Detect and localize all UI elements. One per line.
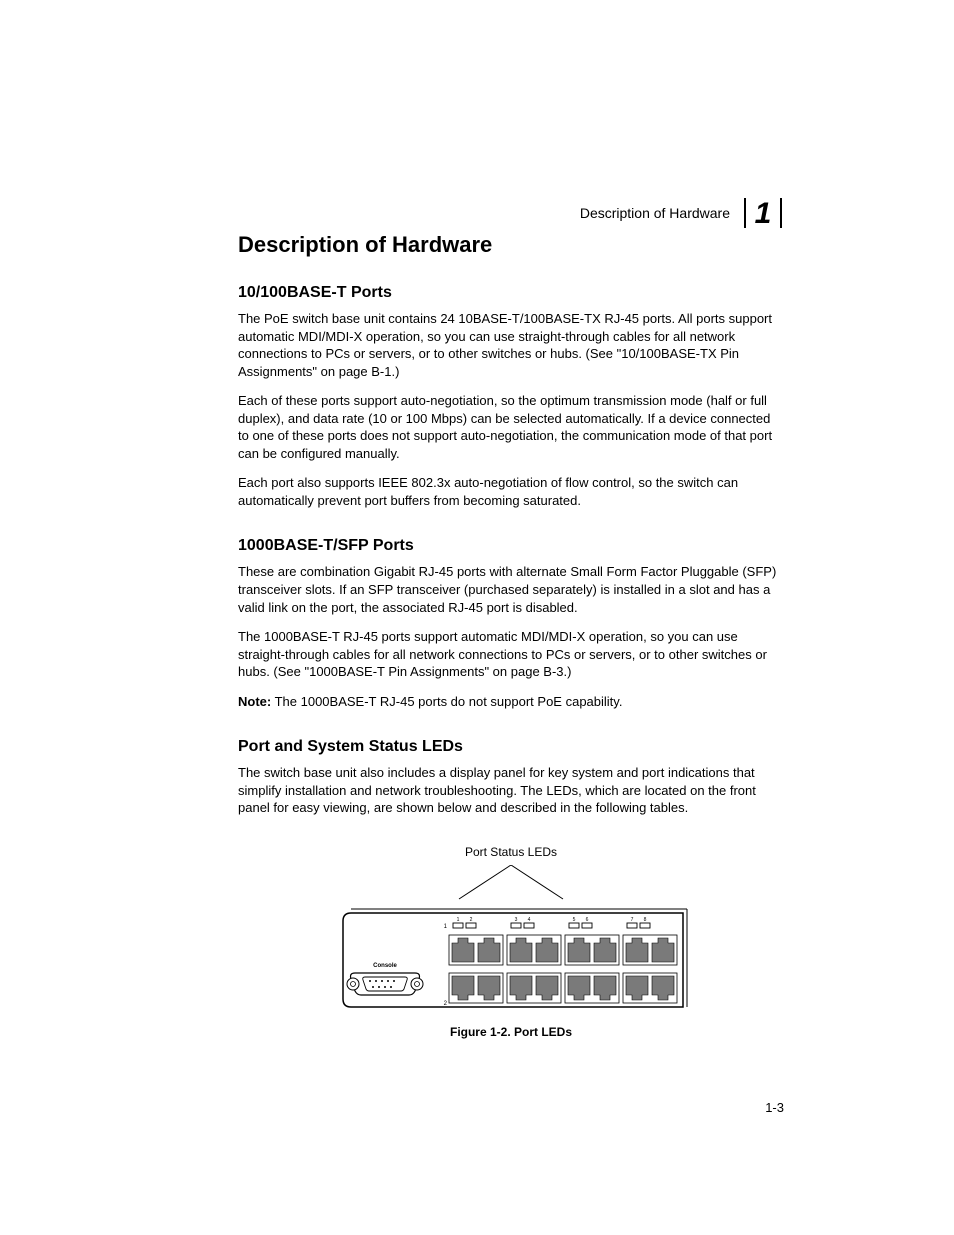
page-container: Description of Hardware 1 Description of… <box>0 0 954 1235</box>
section-port-status-leds: Port and System Status LEDs The switch b… <box>238 738 784 817</box>
section-10-100base-t: 10/100BASE-T Ports The PoE switch base u… <box>238 284 784 509</box>
subsection-heading: 10/100BASE-T Ports <box>238 284 784 302</box>
port-leds-diagram: Console 1 2 3 4 5 6 7 8 <box>331 865 691 1015</box>
paragraph: The PoE switch base unit contains 24 10B… <box>238 310 784 380</box>
content-body: Description of Hardware 10/100BASE-T Por… <box>238 232 784 1039</box>
section-title: Description of Hardware <box>238 232 784 258</box>
paragraph: The 1000BASE-T RJ-45 ports support autom… <box>238 628 784 681</box>
figure-caption: Figure 1-2. Port LEDs <box>450 1025 572 1039</box>
svg-text:8: 8 <box>644 917 647 923</box>
paragraph: The switch base unit also includes a dis… <box>238 764 784 817</box>
console-port-icon <box>347 973 423 995</box>
svg-text:2: 2 <box>470 917 473 923</box>
svg-text:Console: Console <box>373 963 397 969</box>
svg-text:1: 1 <box>755 197 772 230</box>
paragraph: Each port also supports IEEE 802.3x auto… <box>238 474 784 509</box>
paragraph: These are combination Gigabit RJ-45 port… <box>238 563 784 616</box>
subsection-heading: 1000BASE-T/SFP Ports <box>238 537 784 555</box>
figure-top-label: Port Status LEDs <box>465 845 557 859</box>
chapter-number-icon: 1 <box>744 196 784 230</box>
section-1000base-t-sfp: 1000BASE-T/SFP Ports These are combinati… <box>238 537 784 710</box>
figure-port-leds: Port Status LEDs Console <box>238 845 784 1039</box>
page-number: 1-3 <box>765 1100 784 1115</box>
svg-text:1: 1 <box>457 917 460 923</box>
running-header-title: Description of Hardware <box>580 205 730 221</box>
paragraph: Each of these ports support auto-negotia… <box>238 392 784 462</box>
running-header: Description of Hardware 1 <box>580 196 784 230</box>
note-label: Note: <box>238 694 271 709</box>
subsection-heading: Port and System Status LEDs <box>238 738 784 756</box>
svg-text:5: 5 <box>573 917 576 923</box>
note-paragraph: Note: The 1000BASE-T RJ-45 ports do not … <box>238 693 784 711</box>
svg-text:3: 3 <box>515 917 518 923</box>
note-text: The 1000BASE-T RJ-45 ports do not suppor… <box>275 694 623 709</box>
svg-text:7: 7 <box>631 917 634 923</box>
svg-text:4: 4 <box>528 917 531 923</box>
svg-text:6: 6 <box>586 917 589 923</box>
